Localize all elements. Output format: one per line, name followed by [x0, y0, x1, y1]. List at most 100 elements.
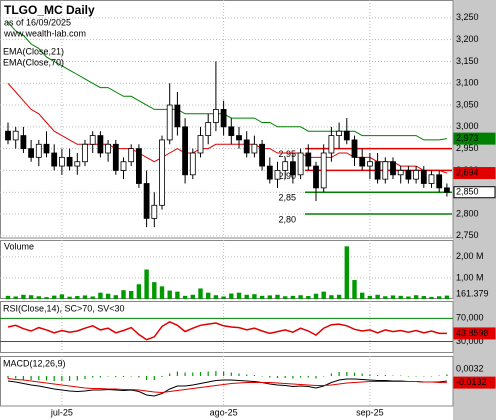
macd-histogram-bar [353, 372, 356, 376]
macd-histogram-bar [346, 372, 348, 376]
macd-histogram-bar [230, 372, 232, 376]
y-tick-label: 2,800 [456, 208, 479, 218]
candle-body [197, 135, 204, 154]
volume-bar [105, 293, 111, 299]
candle-body [205, 122, 212, 136]
volume-bar [421, 296, 426, 299]
volume-bar [390, 295, 396, 299]
y-tick-label: 3,100 [456, 78, 479, 88]
macd-histogram-bar [146, 376, 148, 380]
volume-bar [136, 284, 142, 299]
ema-line [7, 82, 448, 174]
y-tick-label: 3,050 [456, 99, 479, 109]
last-value-label: 43,8598 [456, 328, 489, 338]
level-label: 2,80 [278, 214, 296, 224]
macd-histogram-bar [76, 376, 78, 381]
macd-histogram-bar [307, 376, 309, 378]
volume-bar [167, 290, 172, 299]
y-tick-label: 2,950 [456, 143, 479, 153]
candle-body [174, 104, 181, 128]
volume-bar [259, 295, 265, 299]
candle-body [151, 204, 158, 219]
volume-bar [113, 295, 118, 299]
candle-body [82, 143, 88, 163]
volume-bar [244, 294, 249, 299]
volume-bar [283, 296, 288, 299]
candle-body [189, 152, 196, 176]
macd-histogram-bar [115, 376, 117, 377]
candle-body [428, 174, 435, 184]
macd-histogram-bar [215, 371, 217, 376]
y-tick-label: 70,000 [456, 313, 484, 323]
macd-histogram-bar [45, 376, 48, 381]
volume-bar [437, 296, 442, 299]
x-tick-label: ago-25 [210, 407, 238, 417]
candle-body [328, 135, 335, 154]
volume-bar [182, 295, 188, 299]
y-tick-label: 30,000 [456, 336, 484, 346]
macd-histogram-bar [446, 374, 448, 376]
volume-bar [213, 295, 219, 299]
last-value-label: 0,0032 [456, 363, 484, 373]
x-tick-label: jul-25 [50, 407, 73, 417]
candle-body [112, 143, 119, 171]
candle-body [374, 161, 381, 180]
candle-body [159, 139, 165, 206]
chart-title: TLGO_MC Daily [4, 3, 95, 17]
volume-bar [252, 294, 257, 299]
volume-bar [236, 292, 242, 299]
legend-entry: EMA(Close,70) [3, 57, 64, 67]
candle-body [266, 165, 273, 180]
volume-bar [67, 296, 72, 299]
volume-bar [221, 296, 226, 299]
candle-body [182, 126, 189, 176]
volume-bar [229, 293, 234, 299]
macd-histogram-bar [69, 376, 71, 381]
volume-bar [44, 297, 49, 299]
volume-bar [375, 294, 380, 299]
panel-title: RSI(Close,14), SC>70, SV<30 [3, 303, 125, 313]
macd-histogram-bar [107, 376, 109, 377]
macd-histogram-bar [223, 371, 225, 376]
macd-histogram-bar [330, 373, 332, 376]
last-value-label: 2,973 [456, 133, 479, 143]
y-tick-label: 2,750 [456, 230, 479, 240]
level-label: 2,95 [278, 149, 296, 159]
macd-histogram-bar [392, 375, 394, 376]
candle-body [382, 161, 389, 180]
candle-body [243, 139, 250, 154]
price-panel [0, 0, 454, 239]
source: www.wealth-lab.com [3, 28, 86, 38]
macd-histogram-bar [438, 375, 440, 376]
panel-title: MACD(12,26,9) [3, 358, 66, 368]
candle-body [43, 143, 50, 154]
candle-body [366, 161, 373, 167]
y-tick-label: 2,00 M [456, 251, 484, 261]
candle-body [436, 174, 443, 189]
candle-body [305, 152, 312, 167]
panel-title: Volume [4, 241, 34, 251]
macd-histogram-bar [153, 376, 155, 380]
volume-bar [313, 293, 319, 299]
volume-bar [175, 291, 180, 299]
macd-histogram-bar [246, 374, 248, 376]
macd-histogram-bar [430, 376, 433, 377]
candle-body [59, 156, 65, 167]
rsi-line [7, 320, 447, 341]
candle-body [236, 135, 242, 141]
volume-bar [367, 295, 373, 299]
subtitle: as of 16/09/2025 [4, 17, 71, 27]
legend-entry: EMA(Close,21) [3, 46, 64, 56]
macd-histogram-bar [269, 376, 271, 378]
macd-histogram-bar [407, 376, 409, 377]
macd-histogram-bar [369, 374, 371, 376]
candle-body [390, 161, 396, 176]
candle-body [320, 152, 327, 189]
volume-panel [0, 240, 454, 299]
volume-bar [36, 296, 41, 299]
volume-bar [13, 296, 18, 299]
macd-histogram-bar [261, 376, 263, 377]
candle-body [443, 187, 450, 193]
